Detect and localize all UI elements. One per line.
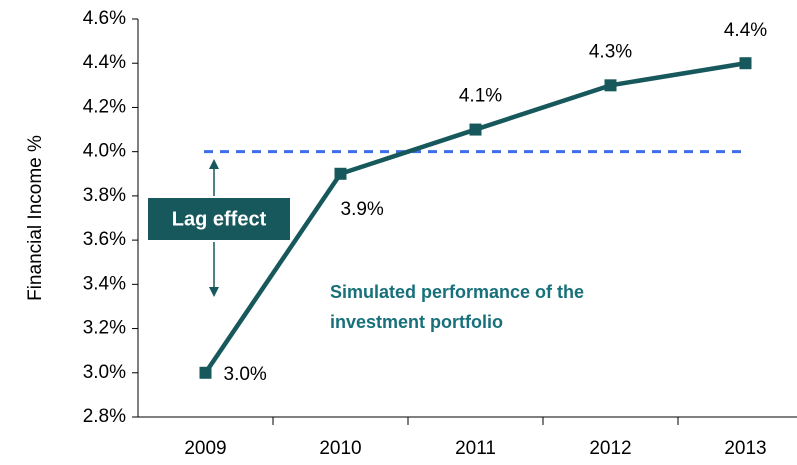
y-tick-label: 2.8% <box>83 406 126 427</box>
y-tick-label: 3.8% <box>83 185 126 206</box>
y-axis-label: Financial Income % <box>25 135 46 301</box>
marker <box>199 366 212 379</box>
x-tick-label: 2009 <box>184 438 226 459</box>
y-tick-label: 3.0% <box>83 362 126 383</box>
x-tick-label: 2012 <box>589 438 631 459</box>
lag-label: Lag effect <box>172 208 267 230</box>
y-tick-label: 3.6% <box>83 229 126 250</box>
x-tick-label: 2013 <box>724 438 766 459</box>
lag-box <box>148 198 290 240</box>
value-label: 4.3% <box>589 41 632 62</box>
y-tick-label: 4.4% <box>83 52 126 73</box>
x-tick-label: 2010 <box>319 438 361 459</box>
y-tick-label: 3.4% <box>83 273 126 294</box>
y-tick-label: 4.0% <box>83 141 126 162</box>
x-tick-label: 2011 <box>455 438 496 459</box>
series-label: investment portfolio <box>330 312 503 332</box>
y-tick-label: 4.2% <box>83 96 126 117</box>
y-tick-label: 3.2% <box>83 318 126 339</box>
y-tick-label: 4.6% <box>83 8 126 29</box>
value-label: 3.9% <box>341 199 384 220</box>
marker <box>739 57 752 70</box>
value-label: 3.0% <box>224 364 267 385</box>
value-label: 4.4% <box>724 20 767 41</box>
value-label: 4.1% <box>459 86 502 107</box>
marker <box>469 123 482 136</box>
marker <box>604 79 617 92</box>
series-label: Simulated performance of the <box>330 282 584 302</box>
marker <box>334 167 347 180</box>
